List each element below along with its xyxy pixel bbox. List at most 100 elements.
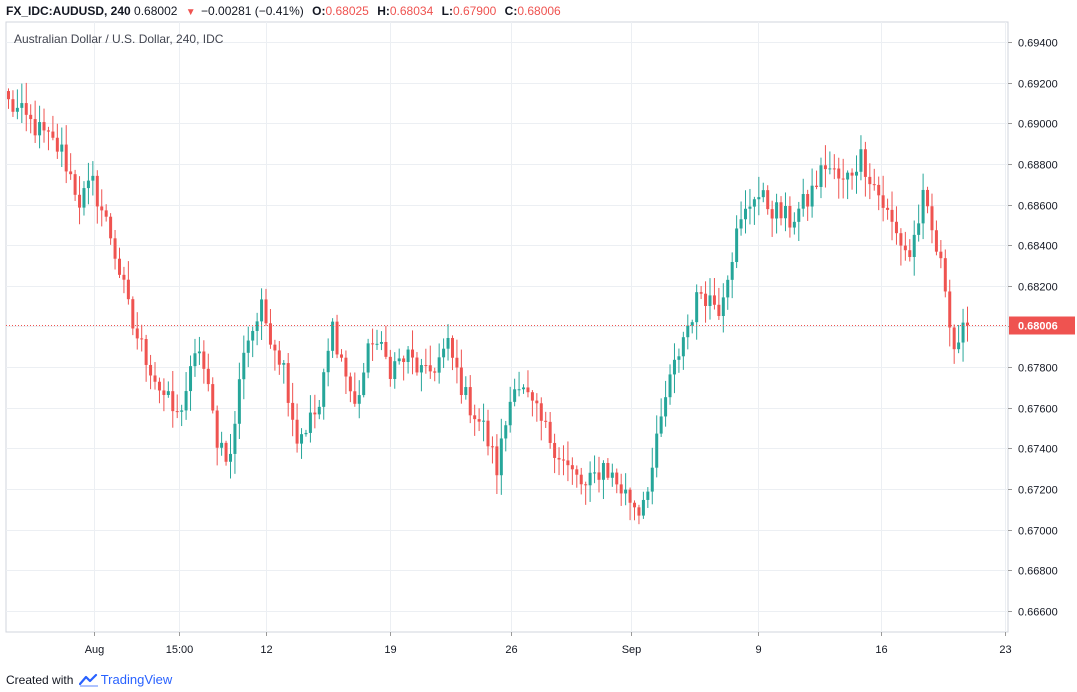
candle-body xyxy=(379,341,383,344)
candle-body xyxy=(242,352,246,380)
candle-body xyxy=(664,397,668,417)
candle-body xyxy=(712,295,716,305)
x-tick-label: 26 xyxy=(505,644,517,656)
candle-body xyxy=(255,321,259,331)
tradingview-brand[interactable]: TradingView xyxy=(100,672,173,687)
candle-body xyxy=(677,356,681,360)
candle-body xyxy=(921,189,925,224)
candle-body xyxy=(708,295,712,306)
candle-body xyxy=(193,353,197,367)
candle-body xyxy=(783,205,787,219)
candle-body xyxy=(579,474,583,485)
candle-body xyxy=(468,387,472,416)
y-tick-label: 0.69400 xyxy=(1018,38,1058,50)
candle-body xyxy=(570,465,574,470)
candle-body xyxy=(863,149,867,177)
candle-body xyxy=(850,172,854,176)
candle-body xyxy=(175,411,179,413)
candle-body xyxy=(681,337,685,357)
candle-body xyxy=(584,484,588,486)
y-tick-label: 0.67200 xyxy=(1018,485,1058,497)
candle-body xyxy=(823,165,827,170)
candle-body xyxy=(486,420,490,447)
candle-body xyxy=(109,216,113,239)
candle-body xyxy=(184,391,188,411)
candle-body xyxy=(264,299,268,324)
candle-body xyxy=(95,175,99,207)
candle-body xyxy=(890,209,894,222)
candle-body xyxy=(908,250,912,257)
candle-body xyxy=(668,374,672,398)
symbol-label[interactable]: FX_IDC:AUDUSD, 240 xyxy=(6,4,131,18)
candle-body xyxy=(894,221,898,234)
y-tick-label: 0.67400 xyxy=(1018,444,1058,456)
candle-body xyxy=(801,194,805,209)
y-tick-label: 0.69200 xyxy=(1018,79,1058,91)
candle-body xyxy=(446,337,450,349)
candle-body xyxy=(20,103,24,108)
candle-body xyxy=(806,194,810,207)
candle-body xyxy=(300,434,304,444)
candle-body xyxy=(548,421,552,443)
created-with-label: Created with xyxy=(6,673,74,687)
close-value: 0.68006 xyxy=(517,4,561,18)
low-value: 0.67900 xyxy=(452,4,497,18)
x-tick-label: 23 xyxy=(999,644,1011,656)
candle-body xyxy=(251,330,255,341)
candle-body xyxy=(126,279,130,300)
candle-body xyxy=(646,491,650,500)
y-tick-label: 0.68800 xyxy=(1018,160,1058,172)
candle-body xyxy=(544,420,548,422)
candle-body xyxy=(135,328,139,339)
candle-body xyxy=(162,390,166,395)
y-tick-label: 0.67600 xyxy=(1018,404,1058,416)
candle-body xyxy=(513,389,517,402)
candle-body xyxy=(397,358,401,362)
candle-body xyxy=(810,185,814,207)
candle-body xyxy=(291,402,295,420)
y-tick-label: 0.67000 xyxy=(1018,526,1058,538)
candle-body xyxy=(539,403,543,421)
candle-body xyxy=(260,299,264,322)
candle-body xyxy=(7,91,10,100)
candle-body xyxy=(832,168,836,170)
candle-body xyxy=(934,230,938,252)
candle-body xyxy=(637,507,641,516)
candle-body xyxy=(15,107,19,112)
candle-body xyxy=(317,406,321,415)
candle-body xyxy=(561,459,565,461)
candle-body xyxy=(726,279,730,298)
candle-body xyxy=(477,419,481,422)
candle-body xyxy=(495,446,499,476)
candle-body xyxy=(872,184,876,186)
candle-body xyxy=(797,208,801,222)
candle-body xyxy=(473,415,477,420)
x-tick-label: Aug xyxy=(85,644,105,656)
candle-body xyxy=(38,122,42,136)
candle-body xyxy=(339,354,343,358)
candle-body xyxy=(366,343,370,373)
candle-body xyxy=(282,363,286,365)
candle-body xyxy=(672,359,676,375)
candle-body xyxy=(64,144,68,172)
candle-body xyxy=(331,321,335,351)
candle-body xyxy=(508,401,512,426)
candle-body xyxy=(530,392,534,401)
candle-body xyxy=(353,391,357,404)
candle-body xyxy=(877,184,881,196)
last-price: 0.68002 xyxy=(134,4,178,18)
candle-body xyxy=(641,499,645,516)
candle-body xyxy=(650,467,654,492)
candle-body xyxy=(943,258,947,292)
candle-body xyxy=(721,297,725,317)
candle-body xyxy=(224,442,228,462)
candle-body xyxy=(899,233,903,246)
candle-body xyxy=(442,348,446,358)
candle-body xyxy=(730,262,734,280)
candle-body xyxy=(748,206,752,209)
candle-body xyxy=(277,350,281,365)
candle-body xyxy=(322,372,326,407)
candle-body xyxy=(166,391,170,395)
candle-body xyxy=(739,219,743,229)
